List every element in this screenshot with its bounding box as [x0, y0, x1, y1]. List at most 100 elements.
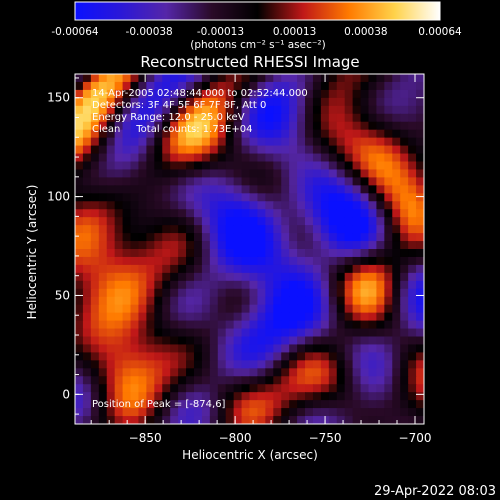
heatmap-cell — [225, 336, 235, 346]
heatmap-cell — [384, 408, 393, 417]
heatmap-cell — [312, 312, 322, 322]
heatmap-cell — [154, 360, 163, 369]
heatmap-cell — [273, 209, 282, 218]
heatmap-cell — [281, 145, 290, 155]
heatmap-cell — [336, 296, 346, 306]
heatmap-cell — [98, 193, 108, 202]
heatmap-cell — [352, 121, 362, 131]
x-axis: −850 −800 −750 −700 — [90, 74, 431, 445]
heatmap-cell — [154, 201, 163, 210]
heatmap-cell — [217, 256, 227, 266]
heatmap-cell — [82, 328, 92, 338]
heatmap-cell — [90, 264, 100, 274]
colorbar-tick-label: 0.00013 — [273, 26, 316, 38]
heatmap-cell — [312, 288, 322, 298]
heatmap-cell — [368, 161, 378, 171]
heatmap-cell — [233, 400, 243, 409]
heatmap-cell — [75, 304, 84, 314]
heatmap-cell — [249, 352, 259, 361]
heatmap-cell — [90, 272, 100, 282]
heatmap-cell — [114, 336, 124, 346]
heatmap-cell — [392, 74, 401, 83]
heatmap-cell — [193, 360, 203, 369]
heatmap-cell — [336, 304, 346, 314]
heatmap-cell — [384, 74, 393, 83]
heatmap-cell — [201, 185, 211, 194]
heatmap-cell — [130, 145, 140, 155]
heatmap-cell — [241, 280, 251, 290]
heatmap-cell — [90, 97, 100, 107]
heatmap-cell — [193, 296, 203, 306]
heatmap-cell — [328, 360, 338, 369]
heatmap-cell — [344, 272, 354, 282]
heatmap-cell — [98, 105, 108, 115]
heatmap-cell — [344, 74, 354, 83]
heatmap-cell — [249, 256, 259, 266]
heatmap-cell — [360, 97, 370, 107]
heatmap-cell — [265, 137, 274, 147]
heatmap-cell — [241, 177, 251, 186]
heatmap-cell — [225, 241, 235, 250]
heatmap-cell — [281, 129, 290, 139]
heatmap-cell — [281, 288, 290, 298]
heatmap-cell — [289, 153, 298, 163]
heatmap-cell — [241, 256, 251, 266]
heatmap-cell — [352, 416, 362, 424]
heatmap-cell — [328, 74, 338, 83]
heatmap-cell — [392, 81, 401, 91]
heatmap-cell — [392, 105, 401, 115]
heatmap-cell — [336, 225, 346, 234]
heatmap-cell — [178, 89, 187, 99]
heatmap-cell — [90, 201, 100, 210]
heatmap-cell — [360, 352, 370, 361]
heatmap-cell — [352, 241, 362, 250]
heatmap-cell — [90, 137, 100, 147]
heatmap-cell — [384, 105, 393, 115]
heatmap-cell — [257, 97, 266, 107]
heatmap-cell — [75, 312, 84, 322]
heatmap-cell — [146, 225, 155, 234]
heatmap-cell — [312, 201, 322, 210]
heatmap-cell — [336, 249, 346, 258]
heatmap-cell — [352, 113, 362, 123]
heatmap-cell — [241, 121, 251, 131]
heatmap-cell — [233, 352, 243, 361]
heatmap-cell — [344, 336, 354, 346]
heatmap-cell — [170, 320, 179, 330]
heatmap-cell — [249, 408, 259, 417]
heatmap-cell — [297, 129, 306, 139]
heatmap-cell — [392, 201, 401, 210]
heatmap-cell — [281, 81, 290, 91]
heatmap-cell — [193, 264, 203, 274]
heatmap-cell — [201, 312, 211, 322]
heatmap-cell — [233, 288, 243, 298]
heatmap-cell — [170, 241, 179, 250]
heatmap-cell — [122, 280, 132, 290]
heatmap-cell — [416, 121, 424, 131]
heatmap-cell — [336, 81, 346, 91]
heatmap-cell — [75, 400, 84, 409]
heatmap-cell — [201, 408, 211, 417]
y-tick-label: 100 — [47, 190, 70, 204]
heatmap-cell — [320, 81, 330, 91]
heatmap-cell — [352, 368, 362, 377]
heatmap-cell — [289, 264, 298, 274]
heatmap-cell — [233, 384, 243, 393]
heatmap-cell — [392, 376, 401, 385]
heatmap-cell — [90, 288, 100, 298]
heatmap-cell — [368, 312, 378, 322]
heatmap-cell — [305, 384, 314, 393]
heatmap-cell — [344, 169, 354, 178]
heatmap-cell — [408, 288, 417, 298]
heatmap-cell — [178, 320, 187, 330]
heatmap-cell — [90, 241, 100, 250]
heatmap-cell — [392, 336, 401, 346]
heatmap-cell — [312, 169, 322, 178]
heatmap-cell — [328, 169, 338, 178]
heatmap-cell — [90, 280, 100, 290]
heatmap-cell — [312, 161, 322, 171]
heatmap-cell — [154, 352, 163, 361]
heatmap-cell — [265, 185, 274, 194]
heatmap-cell — [352, 233, 362, 242]
heatmap-cell — [392, 312, 401, 322]
